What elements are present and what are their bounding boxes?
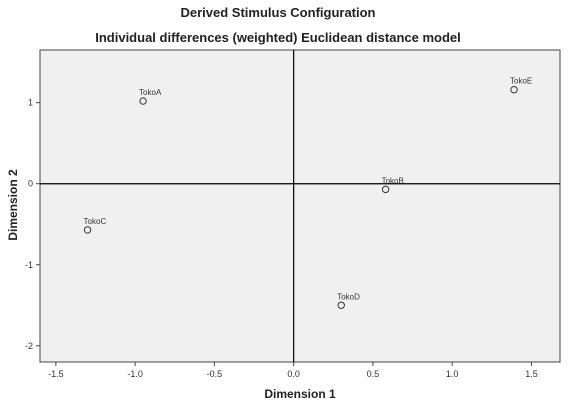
data-point-tokoa: [139, 97, 147, 105]
point-label-tokod: TokoD: [337, 292, 360, 301]
point-label-tokoe: TokoE: [510, 77, 532, 86]
data-point-tokoc: [83, 226, 92, 234]
x-tick-label: -0.5: [207, 369, 223, 379]
marks-layer: -1.5 -1.0 -0.5 0.0 0.5 1.0 1.5 1 0 -1 -2 TokoA TokoE…: [25, 50, 560, 379]
data-point-tokod: [337, 301, 345, 309]
x-tick-label: 1.0: [446, 369, 459, 379]
data-point-tokoe: [510, 86, 518, 94]
x-tick-label: -1.5: [48, 369, 64, 379]
data-point-tokob: [381, 185, 390, 194]
x-tick-label: 0.0: [287, 369, 300, 379]
chart-subtitle: Individual differences (weighted) Euclid…: [95, 30, 461, 45]
y-tick-label: 1: [28, 98, 33, 108]
chart-title: Derived Stimulus Configuration: [180, 5, 375, 20]
point-label-tokob: TokoB: [382, 176, 404, 185]
x-axis-title: Dimension 1: [264, 387, 336, 401]
x-tick-label: 0.5: [367, 369, 380, 379]
y-axis-title: Dimension 2: [6, 169, 20, 241]
y-tick-label: -2: [25, 341, 33, 351]
x-tick-label: -1.0: [127, 369, 143, 379]
point-label-tokoa: TokoA: [139, 88, 162, 97]
y-tick-label: -1: [25, 260, 33, 270]
x-tick-label: 1.5: [525, 369, 538, 379]
plot-area: [39, 49, 561, 363]
point-label-tokoc: TokoC: [84, 217, 107, 226]
y-tick-label: 0: [28, 179, 33, 189]
